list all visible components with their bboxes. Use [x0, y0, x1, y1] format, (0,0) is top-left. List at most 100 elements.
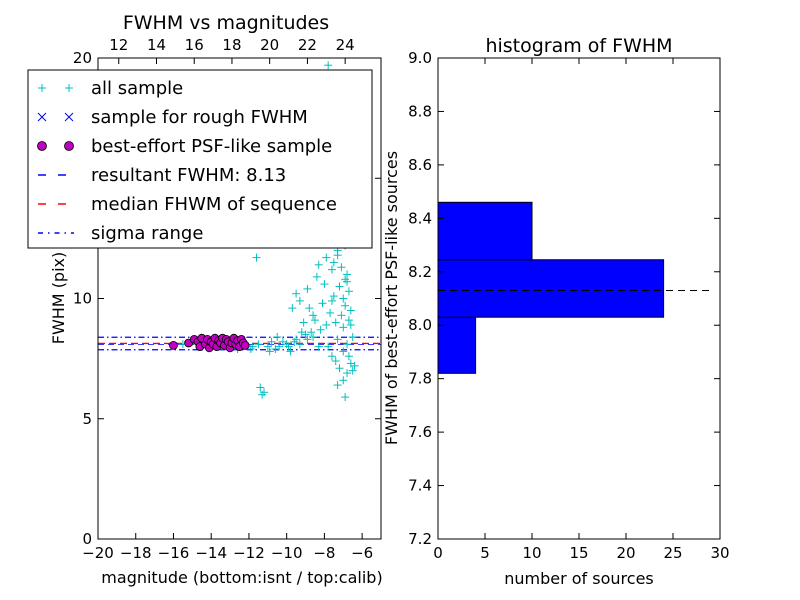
- all-sample-point: [343, 340, 352, 349]
- all-sample-point: [305, 304, 314, 313]
- y-tick-label: 0: [82, 530, 92, 548]
- left-chart-title: FWHM vs magnitudes: [123, 12, 329, 34]
- all-sample-point: [346, 320, 355, 329]
- legend-label: sigma range: [91, 223, 203, 244]
- legend-entry: sample for rough FWHM: [37, 107, 308, 128]
- all-sample-point: [327, 265, 336, 274]
- legend-label: resultant FWHM: 8.13: [91, 165, 286, 186]
- all-sample-point: [326, 308, 335, 317]
- right-y-ticks: 7.2 7.4 7.6 7.8 8.0 8.2 8.4 8.6 8.8 9.0: [408, 49, 720, 548]
- all-sample-point: [341, 275, 350, 284]
- all-sample-point: [318, 299, 327, 308]
- all-sample-point: [301, 330, 310, 339]
- right-y-axis-label: FWHM of best-effort PSF-like sources: [382, 151, 401, 445]
- legend-label: all sample: [91, 78, 183, 99]
- all-sample-point: [263, 342, 272, 351]
- all-sample-point: [248, 342, 257, 351]
- all-sample-point: [343, 270, 352, 279]
- all-sample-point: [307, 328, 316, 337]
- left-legend: all sample sample for rough FWHM best-effo…: [27, 69, 373, 249]
- x-tick-label: −12: [233, 544, 265, 562]
- all-sample-point: [331, 357, 340, 366]
- left-top-x-ticks: 12 14 16 18 20 22 24: [109, 36, 355, 64]
- x-tick-label: −14: [195, 544, 227, 562]
- all-sample-point: [341, 301, 350, 310]
- right-histogram-bars: [437, 201, 665, 374]
- legend-label: best-effort PSF-like sample: [91, 136, 332, 157]
- right-chart-title: histogram of FWHM: [485, 35, 672, 57]
- all-sample-point: [309, 311, 318, 320]
- all-sample-point: [324, 61, 333, 70]
- all-sample-point: [252, 253, 261, 262]
- all-sample-point: [314, 342, 323, 351]
- all-sample-point: [267, 337, 276, 346]
- all-sample-point: [339, 376, 348, 385]
- all-sample-point: [316, 325, 325, 334]
- all-sample-point: [309, 332, 318, 341]
- all-sample-point: [303, 335, 312, 344]
- histogram-bar: [437, 259, 665, 318]
- x-tick-label: −16: [158, 544, 190, 562]
- y-tick-label: 20: [73, 49, 92, 67]
- top-x-tick-label: 12: [109, 36, 128, 54]
- all-sample-point: [335, 364, 344, 373]
- all-sample-point: [344, 316, 353, 325]
- all-sample-point: [303, 284, 312, 293]
- all-sample-point: [260, 388, 269, 397]
- legend-entry: all sample: [38, 78, 183, 99]
- all-sample-point: [350, 361, 359, 370]
- y-tick-label: 8.0: [408, 316, 432, 334]
- all-sample-point: [339, 294, 348, 303]
- top-x-tick-label: 24: [336, 36, 355, 54]
- all-sample-point: [348, 366, 357, 375]
- psf-sample-point: [169, 340, 178, 350]
- x-tick-label: 25: [663, 544, 682, 562]
- x-tick-label: 20: [616, 544, 635, 562]
- all-sample-point: [312, 272, 321, 281]
- all-sample-point: [344, 287, 353, 296]
- all-sample-point: [322, 320, 331, 329]
- y-tick-label: 9.0: [408, 49, 432, 67]
- top-x-tick-label: 18: [222, 36, 241, 54]
- x-tick-label: −18: [120, 544, 152, 562]
- x-tick-label: −10: [271, 544, 303, 562]
- y-tick-label: 5: [82, 410, 92, 428]
- right-chart: histogram of FWHM 0 5 10 15 20 25 30 7.2 7.4 7.6…: [382, 35, 730, 588]
- all-sample-point: [335, 282, 344, 291]
- legend-frame: [27, 69, 373, 249]
- legend-entry: sigma range: [38, 223, 203, 244]
- all-sample-point: [265, 347, 274, 356]
- all-sample-point: [331, 318, 340, 327]
- y-tick-label: 8.4: [408, 209, 432, 227]
- x-tick-label: 10: [522, 544, 541, 562]
- x-tick-label: 15: [569, 544, 588, 562]
- all-sample-point: [333, 335, 342, 344]
- legend-entry: resultant FWHM: 8.13: [38, 165, 286, 186]
- all-sample-point: [286, 347, 295, 356]
- left-y-axis-label: FWHM (pix): [49, 252, 68, 345]
- all-sample-point: [295, 340, 304, 349]
- all-sample-point: [327, 296, 336, 305]
- x-tick-label: 30: [710, 544, 729, 562]
- y-tick-label: 7.4: [408, 477, 432, 495]
- all-sample-point: [295, 296, 304, 305]
- all-sample-point: [346, 306, 355, 315]
- all-sample-point: [299, 318, 308, 327]
- x-tick-label: −6: [351, 544, 373, 562]
- all-sample-point: [320, 280, 329, 289]
- all-sample-point: [329, 258, 338, 267]
- top-x-tick-label: 14: [147, 36, 166, 54]
- left-x-axis-label: magnitude (bottom:isnt / top:calib): [101, 568, 382, 587]
- all-sample-point: [273, 332, 282, 341]
- all-sample-point: [292, 335, 301, 344]
- y-tick-label: 8.6: [408, 156, 432, 174]
- top-x-tick-label: 20: [260, 36, 279, 54]
- y-tick-label: 8.2: [408, 263, 432, 281]
- legend-label: sample for rough FWHM: [91, 107, 308, 128]
- all-sample-point: [292, 289, 301, 298]
- left-chart: FWHM vs magnitudes −20 −18 −16 −14 −12 −10 −8−…: [27, 12, 383, 587]
- all-sample-point: [341, 393, 350, 402]
- y-tick-label: 7.2: [408, 530, 432, 548]
- all-sample-point: [339, 323, 348, 332]
